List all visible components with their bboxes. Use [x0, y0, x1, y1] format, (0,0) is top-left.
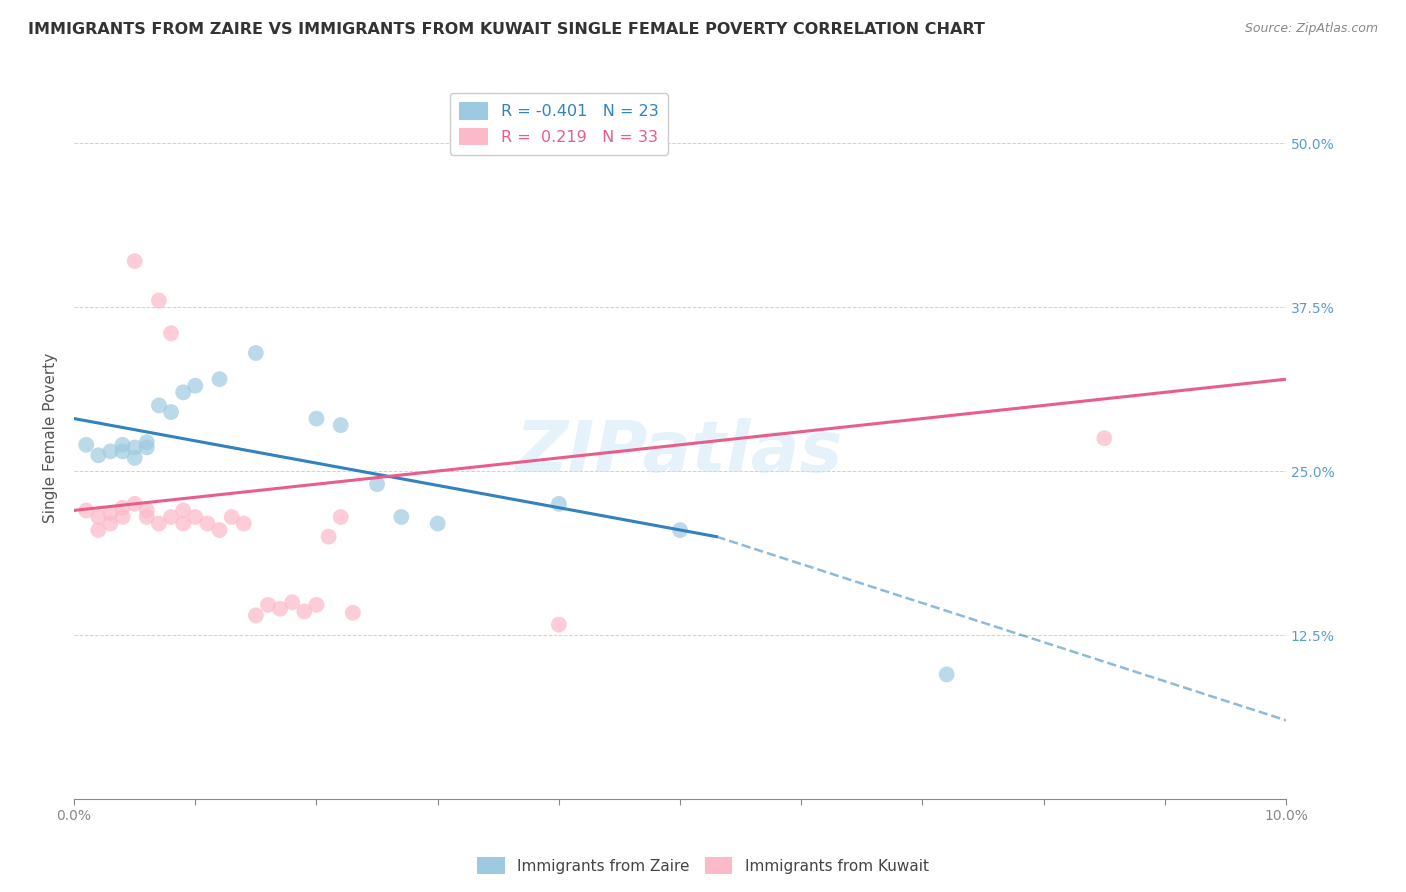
Point: [935, 667, 957, 681]
Point: [100, 444, 122, 458]
Text: Source: ZipAtlas.com: Source: ZipAtlas.com: [1244, 22, 1378, 36]
Point: [111, 510, 134, 524]
Point: [111, 444, 134, 458]
Legend: Immigrants from Zaire, Immigrants from Kuwait: Immigrants from Zaire, Immigrants from K…: [471, 851, 935, 880]
Legend: R = -0.401   N = 23, R =  0.219   N = 33: R = -0.401 N = 23, R = 0.219 N = 33: [450, 93, 668, 154]
Point: [232, 516, 254, 531]
Text: ZIPatlas: ZIPatlas: [516, 418, 844, 487]
Point: [100, 516, 122, 531]
Point: [111, 500, 134, 515]
Point: [172, 385, 194, 400]
Point: [148, 516, 170, 531]
Point: [245, 608, 267, 623]
Point: [172, 503, 194, 517]
Point: [148, 399, 170, 413]
Point: [197, 516, 219, 531]
Point: [281, 595, 304, 609]
Point: [292, 604, 315, 618]
Point: [342, 606, 364, 620]
Point: [208, 523, 231, 537]
Point: [124, 450, 146, 465]
Point: [305, 598, 328, 612]
Point: [160, 326, 183, 341]
Point: [547, 617, 569, 632]
Point: [75, 503, 97, 517]
Point: [426, 516, 449, 531]
Point: [111, 438, 134, 452]
Point: [87, 523, 110, 537]
Text: IMMIGRANTS FROM ZAIRE VS IMMIGRANTS FROM KUWAIT SINGLE FEMALE POVERTY CORRELATIO: IMMIGRANTS FROM ZAIRE VS IMMIGRANTS FROM…: [28, 22, 986, 37]
Point: [160, 510, 183, 524]
Point: [135, 441, 157, 455]
Point: [184, 510, 207, 524]
Point: [318, 530, 340, 544]
Point: [329, 418, 352, 433]
Point: [172, 516, 194, 531]
Point: [124, 497, 146, 511]
Point: [305, 411, 328, 425]
Point: [184, 378, 207, 392]
Point: [87, 510, 110, 524]
Point: [124, 441, 146, 455]
Point: [366, 477, 388, 491]
Point: [329, 510, 352, 524]
Point: [100, 506, 122, 520]
Point: [389, 510, 412, 524]
Point: [124, 254, 146, 268]
Point: [75, 438, 97, 452]
Point: [148, 293, 170, 308]
Point: [245, 346, 267, 360]
Point: [221, 510, 243, 524]
Y-axis label: Single Female Poverty: Single Female Poverty: [44, 353, 58, 524]
Point: [269, 602, 291, 616]
Point: [135, 435, 157, 450]
Point: [257, 598, 280, 612]
Point: [208, 372, 231, 386]
Point: [669, 523, 692, 537]
Point: [1092, 431, 1115, 445]
Point: [135, 510, 157, 524]
Point: [160, 405, 183, 419]
Point: [135, 503, 157, 517]
Point: [87, 448, 110, 462]
Point: [547, 497, 569, 511]
